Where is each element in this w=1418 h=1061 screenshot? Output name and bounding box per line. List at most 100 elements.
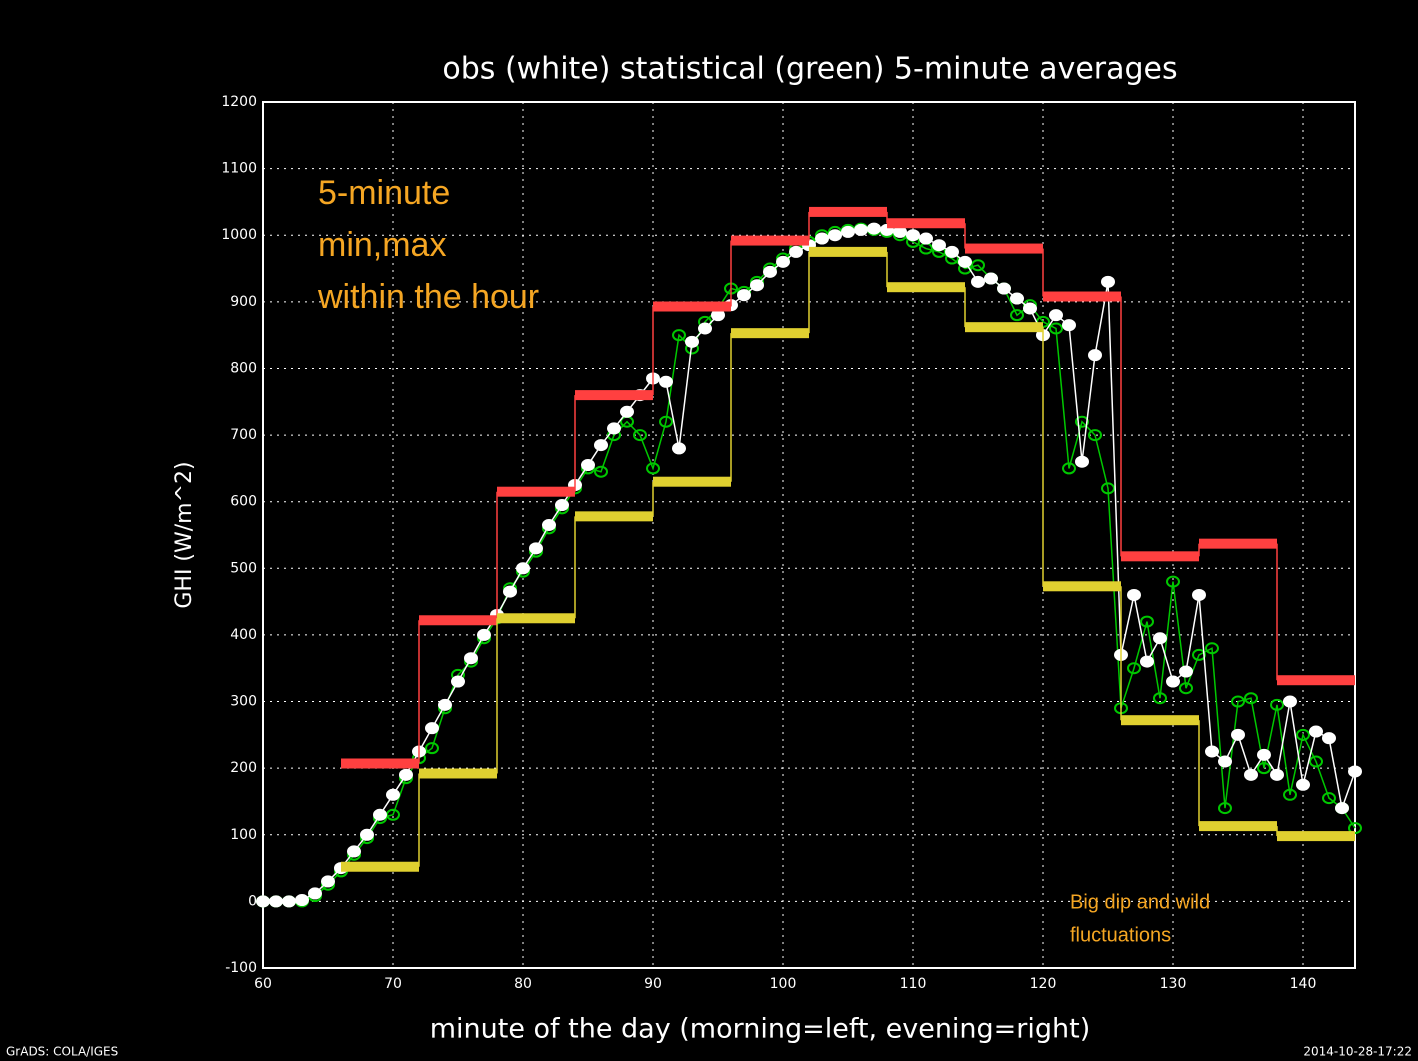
step-segment xyxy=(1277,831,1355,842)
data-point xyxy=(1010,309,1024,322)
step-segment xyxy=(497,486,575,497)
chart-title: obs (white) statistical (green) 5-minute… xyxy=(442,52,1177,87)
x-tick-label: 130 xyxy=(1160,976,1187,992)
step-segment xyxy=(575,511,653,522)
x-tick-label: 110 xyxy=(900,976,927,992)
step-segment xyxy=(419,768,497,779)
data-point xyxy=(646,462,660,475)
y-tick-label: 200 xyxy=(230,760,257,776)
y-tick-label: 1200 xyxy=(221,94,257,110)
data-point xyxy=(269,895,283,908)
x-tick-label: 120 xyxy=(1030,976,1057,992)
data-point xyxy=(321,875,335,888)
data-point xyxy=(1127,662,1141,675)
data-point xyxy=(1088,349,1102,362)
data-point xyxy=(373,808,387,821)
data-point xyxy=(1322,792,1336,805)
x-tick-label: 90 xyxy=(644,976,662,992)
step-segment xyxy=(575,390,653,401)
annotation: fluctuations xyxy=(1070,924,1171,946)
annotation: 5-minute xyxy=(318,174,450,212)
step-segment xyxy=(653,301,731,312)
step-segment xyxy=(731,328,809,339)
y-tick-label: 500 xyxy=(230,560,257,576)
data-point xyxy=(1140,655,1154,668)
data-point xyxy=(1062,319,1076,332)
data-point xyxy=(1179,665,1193,678)
step-segment xyxy=(809,206,887,217)
data-point xyxy=(750,279,764,292)
data-point xyxy=(386,788,400,801)
data-point xyxy=(1049,322,1063,335)
data-point xyxy=(451,675,465,688)
data-point xyxy=(1205,745,1219,758)
data-point xyxy=(867,222,881,235)
step-segment xyxy=(731,235,809,246)
y-tick-label: 100 xyxy=(230,827,257,843)
data-point xyxy=(997,282,1011,295)
y-tick-label: 300 xyxy=(230,694,257,710)
data-point xyxy=(1153,632,1167,645)
data-point xyxy=(737,289,751,302)
data-point xyxy=(1231,695,1245,708)
y-tick-label: 900 xyxy=(230,294,257,310)
data-point xyxy=(1283,695,1297,708)
step-segment xyxy=(1121,551,1199,562)
step-segment xyxy=(965,243,1043,254)
data-point xyxy=(503,585,517,598)
data-point xyxy=(1075,455,1089,468)
plot-frame xyxy=(262,101,1356,969)
x-tick-label: 80 xyxy=(514,976,532,992)
data-point xyxy=(1075,415,1089,428)
data-point xyxy=(698,322,712,335)
data-point xyxy=(1231,728,1245,741)
data-point xyxy=(789,245,803,258)
y-tick-label: -100 xyxy=(225,960,257,976)
data-point xyxy=(1244,768,1258,781)
step-segment xyxy=(1277,675,1355,686)
data-point xyxy=(477,628,491,641)
data-point xyxy=(1296,778,1310,791)
data-point xyxy=(659,415,673,428)
data-point xyxy=(438,698,452,711)
data-point xyxy=(1296,728,1310,741)
data-point xyxy=(464,652,478,665)
data-point xyxy=(1322,732,1336,745)
data-point xyxy=(854,223,868,236)
data-point xyxy=(425,742,439,755)
step-segment xyxy=(1199,821,1277,832)
footer-right: 2014-10-28-17:22 xyxy=(1303,1045,1412,1059)
y-tick-label: 1000 xyxy=(221,227,257,243)
data-point xyxy=(1270,698,1284,711)
data-point xyxy=(1192,648,1206,661)
data-point xyxy=(711,309,725,322)
data-point xyxy=(1348,765,1362,778)
y-tick-label: 800 xyxy=(230,360,257,376)
data-point xyxy=(1257,748,1271,761)
data-point xyxy=(555,499,569,512)
data-point xyxy=(1023,302,1037,315)
data-point xyxy=(1153,692,1167,705)
step-segment xyxy=(1043,291,1121,302)
annotation: within the hour xyxy=(317,278,539,316)
data-point xyxy=(1309,725,1323,738)
data-point xyxy=(815,232,829,245)
step-segment xyxy=(1043,581,1121,592)
data-point xyxy=(971,259,985,272)
y-tick-label: 400 xyxy=(230,627,257,643)
data-point xyxy=(945,245,959,258)
data-point xyxy=(295,894,309,907)
data-point xyxy=(828,229,842,242)
y-tick-label: 600 xyxy=(230,494,257,510)
y-tick-label: 1100 xyxy=(221,161,257,177)
step-segment xyxy=(341,861,419,872)
step-segment xyxy=(497,613,575,624)
y-tick-label: 700 xyxy=(230,427,257,443)
x-tick-label: 60 xyxy=(254,976,272,992)
data-point xyxy=(1205,642,1219,655)
step-segment xyxy=(965,322,1043,333)
data-point xyxy=(425,722,439,735)
step-segment xyxy=(419,615,497,626)
data-point xyxy=(633,429,647,442)
